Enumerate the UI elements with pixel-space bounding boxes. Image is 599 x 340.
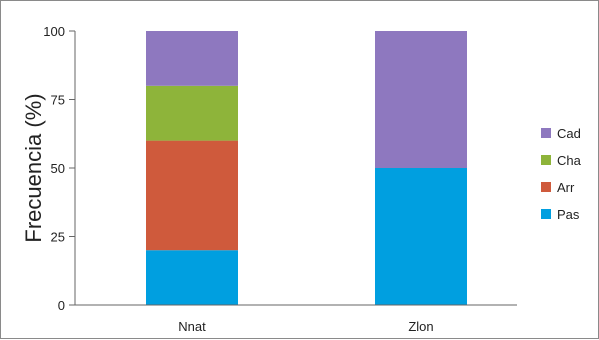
y-tick-label: 100	[43, 24, 65, 39]
axes-group	[74, 31, 517, 306]
y-tick-label: 50	[51, 161, 65, 176]
y-axis-title: Frecuencia (%)	[21, 93, 46, 242]
legend-label-cad: Cad	[557, 126, 581, 141]
bar-nnat-cad	[146, 31, 238, 86]
y-tick-label: 75	[51, 93, 65, 108]
bar-nnat-arr	[146, 140, 238, 251]
bars-group	[146, 31, 467, 305]
x-tick-label: Zlon	[408, 319, 433, 334]
legend-swatch-pas	[541, 209, 551, 219]
y-tick-label: 0	[58, 298, 65, 313]
bar-zlon-cad	[375, 31, 467, 168]
legend-label-pas: Pas	[557, 207, 580, 222]
legend-swatch-cha	[541, 155, 551, 165]
legend-label-arr: Arr	[557, 180, 575, 195]
legend-swatch-cad	[541, 128, 551, 138]
legend: Cad Cha Arr Pas	[541, 126, 582, 222]
y-tick-label: 25	[51, 230, 65, 245]
bar-nnat-pas	[146, 250, 238, 305]
legend-swatch-arr	[541, 182, 551, 192]
y-axis-ticks: 0 25 50 75 100	[43, 24, 75, 313]
x-axis-ticks: Nnat Zlon	[178, 319, 433, 334]
bar-nnat-cha	[146, 85, 238, 141]
x-tick-label: Nnat	[178, 319, 206, 334]
bar-zlon-pas	[375, 168, 467, 305]
legend-label-cha: Cha	[557, 153, 582, 168]
